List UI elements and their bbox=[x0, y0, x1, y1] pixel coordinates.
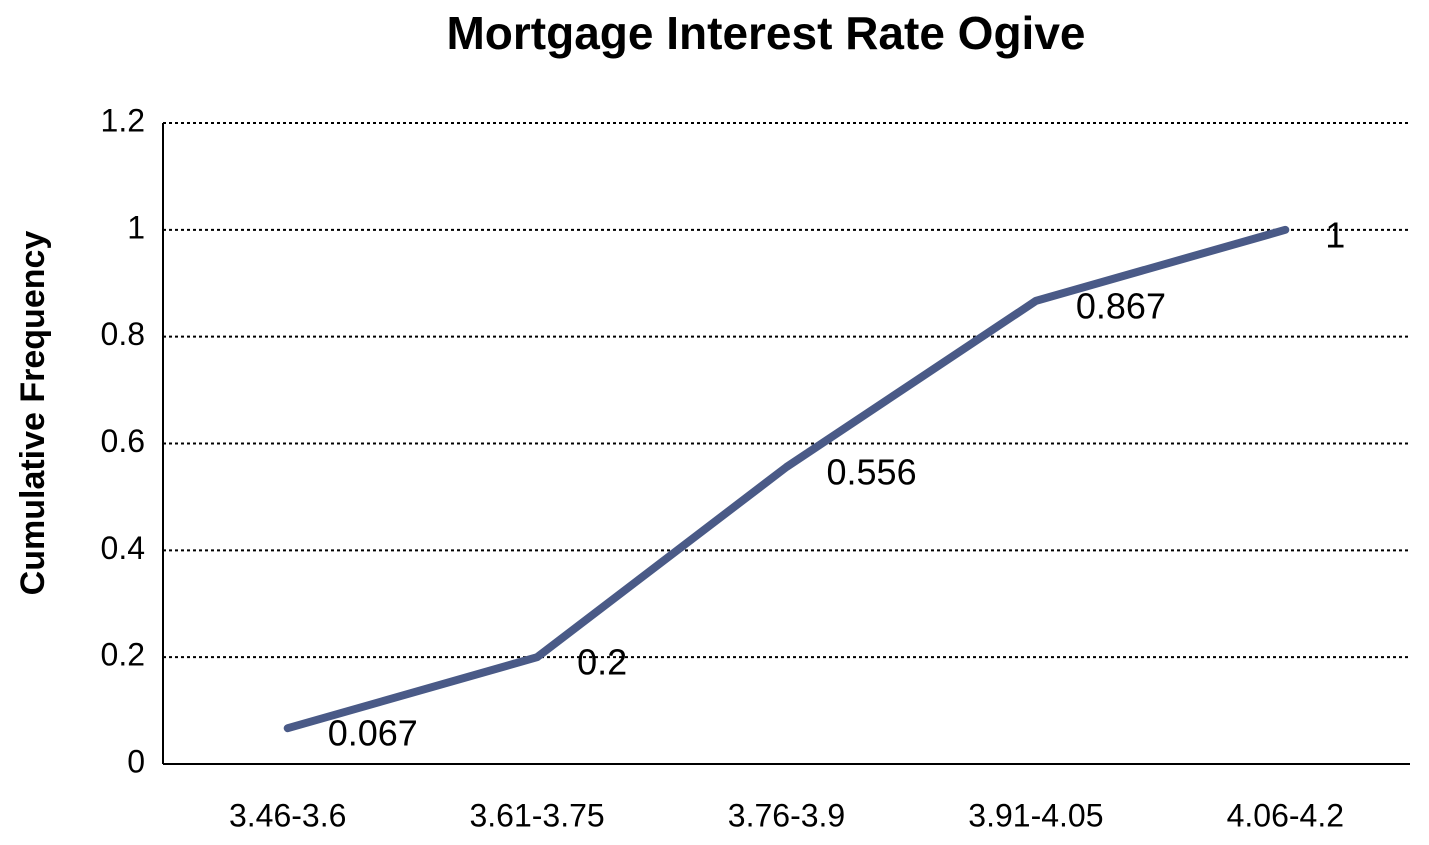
x-tick-label: 3.61-3.75 bbox=[469, 797, 604, 833]
x-tick-label: 3.91-4.05 bbox=[968, 797, 1103, 833]
data-label: 0.067 bbox=[328, 713, 418, 754]
x-tick-label: 3.76-3.9 bbox=[728, 797, 845, 833]
data-label: 0.867 bbox=[1076, 285, 1166, 326]
x-tick-label: 3.46-3.6 bbox=[229, 797, 346, 833]
y-tick-label: 0 bbox=[127, 743, 145, 779]
data-label: 0.556 bbox=[827, 452, 917, 493]
y-tick-label: 0.2 bbox=[101, 637, 145, 673]
y-tick-label: 0.6 bbox=[101, 423, 145, 459]
chart-title: Mortgage Interest Rate Ogive bbox=[446, 7, 1085, 59]
y-tick-label: 0.4 bbox=[101, 530, 145, 566]
y-axis-label: Cumulative Frequency bbox=[14, 231, 52, 596]
data-line bbox=[283, 225, 1290, 733]
data-label: 1 bbox=[1325, 214, 1345, 255]
y-tick-label: 1.2 bbox=[101, 102, 145, 138]
data-label: 0.2 bbox=[577, 642, 627, 683]
x-tick-label: 4.06-4.2 bbox=[1227, 797, 1344, 833]
y-tick-label: 1 bbox=[127, 209, 145, 245]
y-tick-label: 0.8 bbox=[101, 316, 145, 352]
